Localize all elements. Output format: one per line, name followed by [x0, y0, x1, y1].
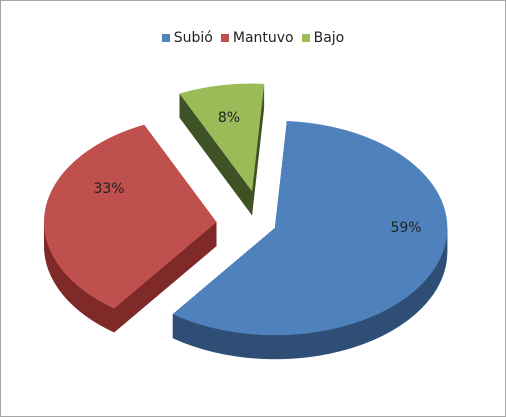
slice-top-bajo [179, 83, 265, 192]
slice-bajo [179, 83, 265, 216]
legend-item-bajo: Bajo [301, 30, 345, 46]
data-label-mantuvo: 33% [93, 181, 124, 197]
slice-subio [172, 120, 448, 360]
slice-top-mantuvo [43, 124, 217, 309]
slice-top-subio [172, 120, 448, 336]
legend-swatch-mantuvo [220, 34, 229, 42]
legend-label-bajo: Bajo [313, 30, 345, 46]
slice-mantuvo [43, 124, 217, 333]
legend-item-subio: Subió [161, 30, 213, 46]
data-label-bajo: 8% [218, 110, 240, 126]
data-label-subio: 59% [390, 220, 421, 236]
legend-item-mantuvo: Mantuvo [220, 30, 294, 46]
legend-label-mantuvo: Mantuvo [232, 30, 294, 46]
legend-swatch-bajo [301, 34, 310, 42]
legend: Subió Mantuvo Bajo [0, 30, 506, 46]
legend-label-subio: Subió [173, 30, 213, 46]
legend-swatch-subio [161, 34, 170, 42]
